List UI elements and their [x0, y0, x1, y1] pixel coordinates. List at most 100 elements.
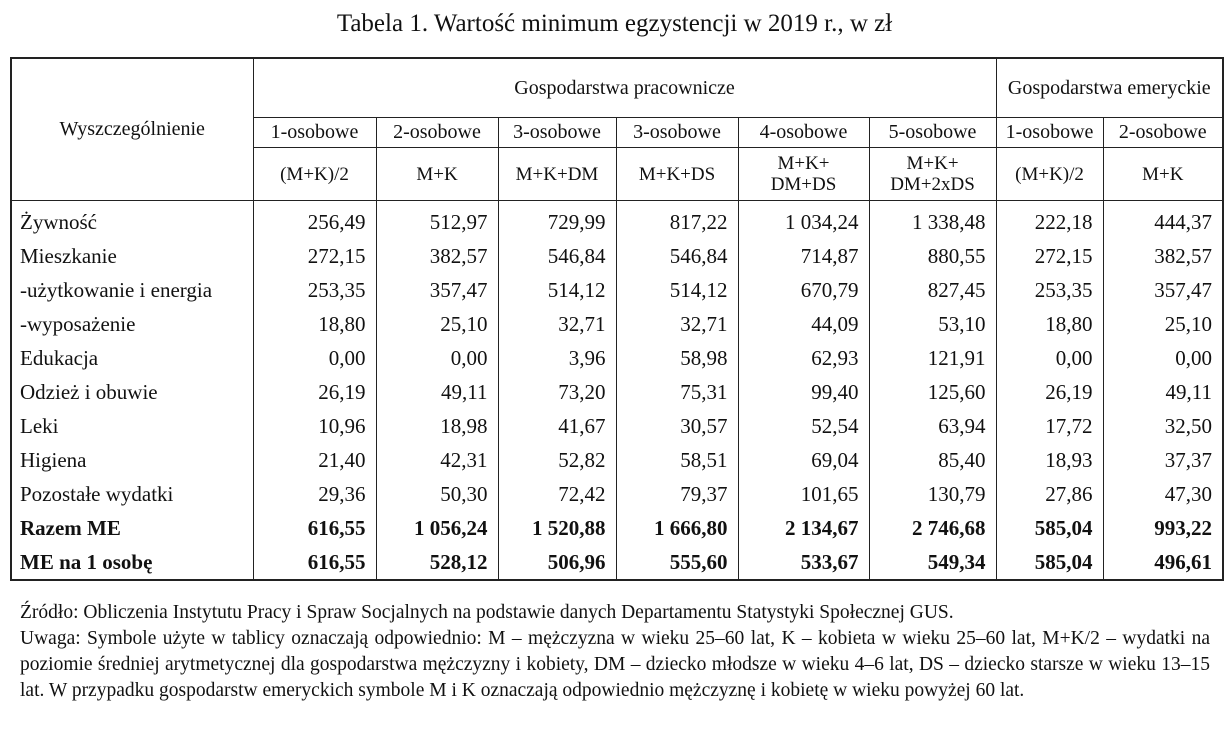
value-cell: 512,97: [375, 200, 499, 239]
value-cell: 26,19: [995, 375, 1104, 409]
value-cell: 585,04: [995, 511, 1104, 545]
value-cell: 256,49: [252, 200, 377, 239]
value-cell: 533,67: [737, 545, 870, 580]
value-cell: 26,19: [252, 375, 377, 409]
value-cell: 49,11: [1102, 375, 1224, 409]
value-cell: 993,22: [1102, 511, 1224, 545]
stub-header: Wyszczególnienie: [10, 57, 254, 201]
table-row: Żywność 256,49 512,97 729,99 817,22 1 034,24 1…: [10, 200, 1224, 239]
header-row: (M+K)/2 M+K M+K+DM M+K+DS M+K+ DM+DS M+K+ DM+…: [11, 147, 1224, 201]
value-cell: 253,35: [252, 273, 377, 307]
composition-header: M+K: [1102, 147, 1224, 201]
group-header: Gospodarstwa emeryckie: [995, 57, 1224, 118]
value-cell: 53,10: [868, 307, 997, 341]
composition-header: M+K+ DM+DS: [737, 147, 870, 201]
value-cell: 125,60: [868, 375, 997, 409]
value-cell: 496,61: [1102, 545, 1224, 580]
value-cell: 0,00: [375, 341, 499, 375]
remark-note: Uwaga: Symbole użyte w tablicy oznaczają…: [20, 628, 1210, 701]
value-cell: 2 746,68: [868, 511, 997, 545]
value-cell: 585,04: [995, 545, 1104, 580]
row-label: Edukacja: [10, 341, 254, 375]
value-cell: 1 338,48: [868, 200, 997, 239]
value-cell: 272,15: [995, 239, 1104, 273]
value-cell: 616,55: [252, 545, 377, 580]
table-row: Odzież i obuwie 26,19 49,11 73,20 75,31 99,40…: [10, 375, 1224, 409]
composition-header: (M+K)/2: [995, 147, 1104, 201]
table-row: -użytkowanie i energia 253,35 357,47 514,12…: [10, 273, 1224, 307]
table-body: Żywność 256,49 512,97 729,99 817,22 1 034,24 1…: [10, 200, 1224, 580]
value-cell: 17,72: [995, 409, 1104, 443]
table-row: Pozostałe wydatki 29,36 50,30 72,42 79,37 101…: [10, 477, 1224, 511]
value-cell: 75,31: [615, 375, 739, 409]
value-cell: 52,54: [737, 409, 870, 443]
value-cell: 827,45: [868, 273, 997, 307]
data-table: Wyszczególnienie Gospodarstwa pracownicze…: [10, 57, 1225, 581]
size-header: 2-osobowe: [1102, 117, 1224, 148]
row-label: ME na 1 osobę: [10, 545, 254, 580]
value-cell: 47,30: [1102, 477, 1224, 511]
value-cell: 357,47: [375, 273, 499, 307]
value-cell: 714,87: [737, 239, 870, 273]
value-cell: 101,65: [737, 477, 870, 511]
value-cell: 121,91: [868, 341, 997, 375]
value-cell: 546,84: [615, 239, 739, 273]
row-label: Razem ME: [10, 511, 254, 545]
value-cell: 50,30: [375, 477, 499, 511]
value-cell: 382,57: [375, 239, 499, 273]
composition-header: M+K: [375, 147, 499, 201]
value-cell: 3,96: [497, 341, 617, 375]
value-cell: 44,09: [737, 307, 870, 341]
composition-header: M+K+ DM+2xDS: [868, 147, 997, 201]
row-label: Żywność: [10, 200, 254, 239]
value-cell: 222,18: [995, 200, 1104, 239]
value-cell: 42,31: [375, 443, 499, 477]
value-cell: 18,80: [252, 307, 377, 341]
table-row: Edukacja 0,00 0,00 3,96 58,98 62,93 121,91 0,00…: [10, 341, 1224, 375]
value-cell: 62,93: [737, 341, 870, 375]
size-header: 4-osobowe: [737, 117, 870, 148]
table-row: ME na 1 osobę 616,55 528,12 506,96 555,60 533…: [10, 545, 1224, 580]
value-cell: 72,42: [497, 477, 617, 511]
value-cell: 79,37: [615, 477, 739, 511]
value-cell: 69,04: [737, 443, 870, 477]
table-row: Razem ME 616,55 1 056,24 1 520,88 1 666,80 2 …: [10, 511, 1224, 545]
row-label: Pozostałe wydatki: [10, 477, 254, 511]
size-header: 3-osobowe: [497, 117, 617, 148]
value-cell: 25,10: [1102, 307, 1224, 341]
footnotes: Źródło: Obliczenia Instytutu Pracy i Spr…: [20, 600, 1210, 704]
value-cell: 30,57: [615, 409, 739, 443]
table-row: -wyposażenie 18,80 25,10 32,71 32,71 44,09 53,…: [10, 307, 1224, 341]
value-cell: 444,37: [1102, 200, 1224, 239]
value-cell: 272,15: [252, 239, 377, 273]
composition-header: M+K+DM: [497, 147, 617, 201]
value-cell: 73,20: [497, 375, 617, 409]
row-label: Odzież i obuwie: [10, 375, 254, 409]
source-note: Źródło: Obliczenia Instytutu Pracy i Spr…: [20, 602, 954, 623]
value-cell: 549,34: [868, 545, 997, 580]
value-cell: 514,12: [615, 273, 739, 307]
value-cell: 1 520,88: [497, 511, 617, 545]
value-cell: 58,98: [615, 341, 739, 375]
value-cell: 817,22: [615, 200, 739, 239]
value-cell: 29,36: [252, 477, 377, 511]
value-cell: 32,50: [1102, 409, 1224, 443]
table-header: Wyszczególnienie Gospodarstwa pracownicze…: [10, 57, 1224, 201]
value-cell: 27,86: [995, 477, 1104, 511]
table-title: Tabela 1. Wartość minimum egzystencji w …: [336, 10, 893, 37]
composition-header: M+K+DS: [615, 147, 739, 201]
value-cell: 49,11: [375, 375, 499, 409]
value-cell: 85,40: [868, 443, 997, 477]
value-cell: 58,51: [615, 443, 739, 477]
row-label: Leki: [10, 409, 254, 443]
group-header: Gospodarstwa pracownicze: [252, 57, 997, 118]
value-cell: 63,94: [868, 409, 997, 443]
value-cell: 10,96: [252, 409, 377, 443]
value-cell: 37,37: [1102, 443, 1224, 477]
size-header: 5-osobowe: [868, 117, 997, 148]
row-label: Mieszkanie: [10, 239, 254, 273]
value-cell: 0,00: [1102, 341, 1224, 375]
value-cell: 18,98: [375, 409, 499, 443]
value-cell: 0,00: [252, 341, 377, 375]
value-cell: 99,40: [737, 375, 870, 409]
